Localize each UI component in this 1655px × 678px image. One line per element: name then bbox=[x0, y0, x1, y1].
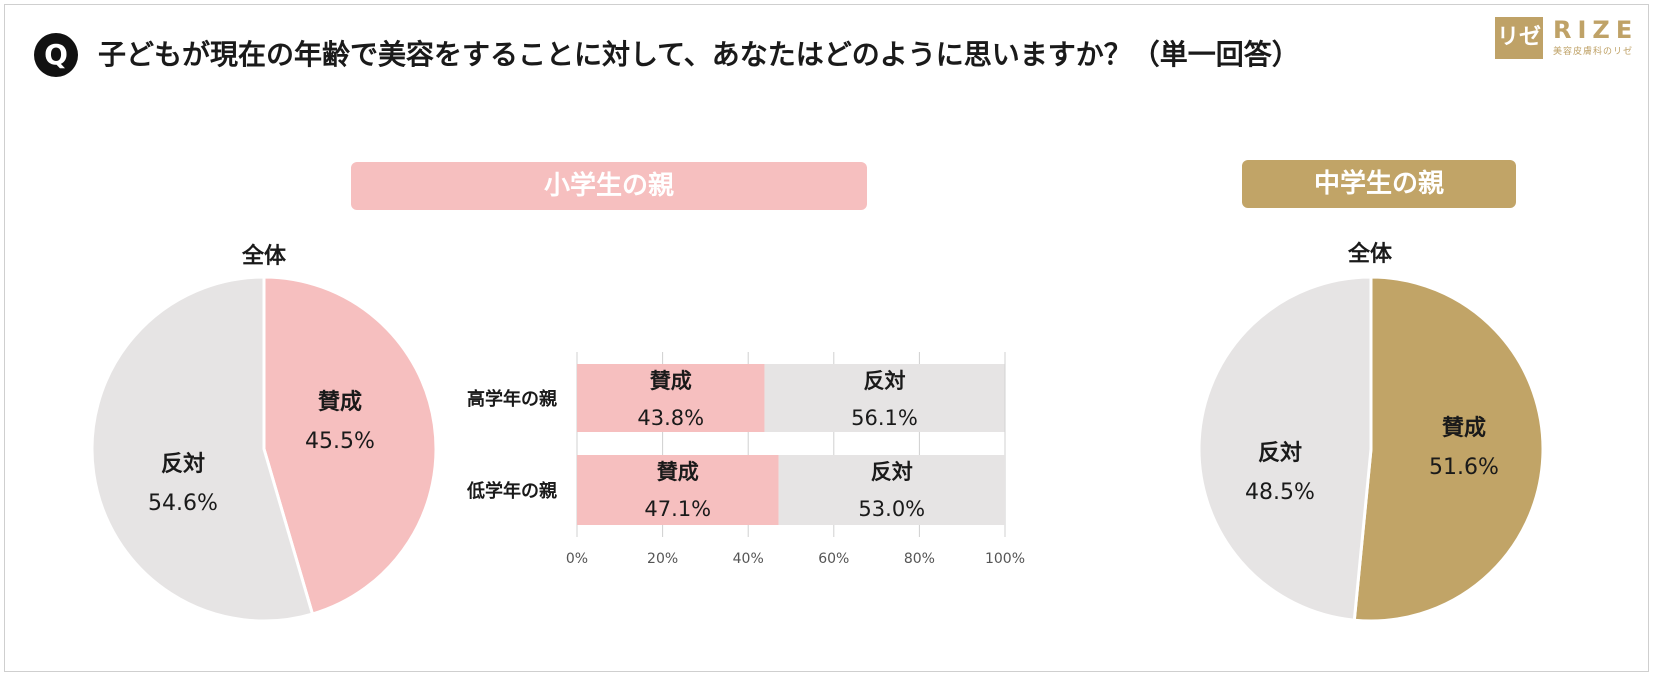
pie-elem-slice-0 bbox=[262, 275, 438, 616]
pie-mid-slice-1 bbox=[1197, 275, 1373, 622]
bar-segment-value: 43.8% bbox=[637, 406, 704, 430]
logo-mark: リゼ bbox=[1495, 17, 1543, 59]
bar-segment-label: 反対 bbox=[864, 369, 906, 393]
pie-elem-slice-label-0: 賛成 bbox=[318, 390, 362, 415]
bar-axis-tick: 100% bbox=[985, 551, 1025, 567]
section-label-middle: 中学生の親 bbox=[1242, 160, 1516, 208]
pie-mid-slice-0 bbox=[1352, 275, 1545, 623]
question-text: 子どもが現在の年齢で美容をすることに対して、あなたはどのように思いますか？（単一… bbox=[98, 38, 1300, 71]
question-badge: Q bbox=[34, 33, 78, 77]
pie-mid-slice-label-0: 賛成 bbox=[1442, 416, 1486, 441]
pie-elem-slice-value-0: 45.5% bbox=[305, 429, 375, 454]
bar-segment-label: 賛成 bbox=[650, 369, 692, 393]
bar-axis-tick: 80% bbox=[904, 551, 935, 567]
bar-axis-tick: 20% bbox=[647, 551, 678, 567]
pie-title-middle: 全体 bbox=[1347, 242, 1392, 267]
section-label-elementary: 小学生の親 bbox=[351, 162, 867, 210]
pie-mid-slice-value-0: 51.6% bbox=[1429, 455, 1499, 480]
bar-segment-value: 56.1% bbox=[851, 406, 918, 430]
pie-chart-middle: 賛成 51.6% 反対 48.5% bbox=[1197, 275, 1545, 623]
pie-chart-elementary: 賛成 45.5% 反対 54.6% bbox=[90, 275, 438, 623]
pie-elem-slice-1 bbox=[90, 275, 315, 623]
stacked-bar-chart: 0% 20% 40% 60% 80% 100%高学年の親賛成43.8%反対56.1%低学年… bbox=[466, 352, 1025, 567]
pie-title-elementary: 全体 bbox=[241, 244, 286, 269]
bar-segment-value: 47.1% bbox=[644, 497, 711, 521]
pie-elem-slice-value-1: 54.6% bbox=[148, 491, 218, 516]
bar-axis-tick: 40% bbox=[733, 551, 764, 567]
bar-segment bbox=[577, 364, 765, 432]
bar-axis-tick: 0% bbox=[566, 551, 588, 567]
pie-mid-slice-value-1: 48.5% bbox=[1245, 480, 1315, 505]
brand-logo: リゼ RIZE 美容皮膚科のリゼ bbox=[1495, 17, 1645, 59]
bar-segment bbox=[764, 364, 1005, 432]
bar-segment-label: 賛成 bbox=[657, 460, 699, 484]
logo-word: RIZE bbox=[1553, 16, 1639, 44]
slide-frame bbox=[4, 4, 1649, 672]
pie-elem-slice-label-1: 反対 bbox=[161, 452, 205, 477]
bar-category-label: 高学年の親 bbox=[467, 388, 557, 410]
bar-segment-value: 53.0% bbox=[858, 497, 925, 521]
bar-category-label: 低学年の親 bbox=[466, 480, 557, 502]
bar-segment-label: 反対 bbox=[871, 460, 913, 484]
logo-subtitle: 美容皮膚科のリゼ bbox=[1553, 47, 1634, 57]
bar-segment bbox=[577, 455, 779, 525]
pie-mid-slice-label-1: 反対 bbox=[1258, 441, 1302, 466]
bar-axis-tick: 60% bbox=[818, 551, 849, 567]
bar-segment bbox=[778, 455, 1005, 525]
